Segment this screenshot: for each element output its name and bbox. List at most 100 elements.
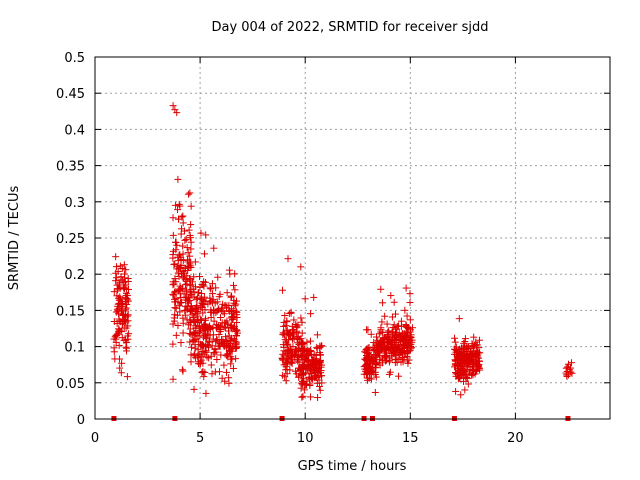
data-point (213, 307, 221, 315)
data-point (187, 263, 195, 271)
data-point (203, 353, 211, 361)
data-point (122, 266, 130, 274)
data-point (393, 332, 401, 340)
data-point (187, 358, 195, 366)
data-point (568, 369, 576, 377)
data-point (176, 202, 184, 210)
data-point (208, 299, 216, 307)
data-point (171, 260, 179, 268)
data-point (402, 332, 410, 340)
data-point (397, 335, 405, 343)
data-point (279, 331, 287, 339)
data-point (170, 247, 178, 255)
data-point (177, 339, 185, 347)
data-point (279, 355, 287, 363)
data-point (233, 318, 241, 326)
data-point (169, 320, 177, 328)
data-point (292, 346, 300, 354)
data-point (408, 324, 416, 332)
data-point (220, 310, 228, 318)
data-point (459, 346, 467, 354)
data-point (206, 325, 214, 333)
data-point (285, 346, 293, 354)
data-point (174, 269, 182, 277)
data-point (461, 335, 469, 343)
data-point (182, 281, 190, 289)
data-point (457, 344, 465, 352)
data-point (191, 283, 199, 291)
data-point (200, 321, 208, 329)
data-point (213, 336, 221, 344)
data-point (191, 304, 199, 312)
data-point (183, 287, 191, 295)
data-point (383, 320, 391, 328)
data-point (462, 366, 470, 374)
data-point (399, 358, 407, 366)
data-point (227, 293, 235, 301)
y-tick-label: 0.5 (64, 51, 85, 66)
data-point (289, 342, 297, 350)
data-point (305, 356, 313, 364)
data-point (474, 353, 482, 361)
data-point (403, 356, 411, 364)
data-point (379, 299, 387, 307)
data-point (115, 281, 123, 289)
data-point (474, 354, 482, 362)
data-point (394, 322, 402, 330)
data-point (228, 292, 236, 300)
data-point (232, 355, 240, 363)
data-point (199, 368, 207, 376)
y-tick-label: 0.2 (64, 268, 85, 283)
data-point (187, 245, 195, 253)
data-point (219, 337, 227, 345)
data-point (284, 336, 292, 344)
data-point (400, 347, 408, 355)
data-point (171, 275, 179, 283)
data-point (208, 280, 216, 288)
data-point (222, 344, 230, 352)
data-point (406, 316, 414, 324)
y-tick-label: 0.05 (56, 377, 85, 392)
data-point (402, 322, 410, 330)
data-point (171, 298, 179, 306)
data-point (294, 353, 302, 361)
data-point (112, 277, 120, 285)
data-point (306, 337, 314, 345)
data-point (118, 359, 126, 367)
data-point (171, 311, 179, 319)
data-point (298, 318, 306, 326)
data-point (282, 363, 290, 371)
data-point (299, 340, 307, 348)
data-point (385, 336, 393, 344)
data-point (282, 322, 290, 330)
data-point (186, 325, 194, 333)
data-point (279, 286, 287, 294)
data-point (307, 369, 315, 377)
data-point (304, 350, 312, 358)
data-point (396, 336, 404, 344)
data-point (473, 341, 481, 349)
data-point (295, 358, 303, 366)
data-point (367, 375, 375, 383)
data-point (117, 295, 125, 303)
data-point (229, 364, 237, 372)
data-point (365, 353, 373, 361)
data-point (562, 364, 570, 372)
data-point (174, 206, 182, 214)
data-point (169, 281, 177, 289)
data-point (455, 315, 463, 323)
data-point (399, 344, 407, 352)
data-point (185, 297, 193, 305)
data-point (308, 374, 316, 382)
data-point (298, 338, 306, 346)
data-point (452, 387, 460, 395)
data-point (184, 256, 192, 264)
data-point (385, 358, 393, 366)
data-point (202, 231, 210, 239)
data-point (116, 284, 124, 292)
x-axis-label: GPS time / hours (298, 459, 407, 474)
data-point (290, 316, 298, 324)
data-point (464, 360, 472, 368)
data-point (220, 323, 228, 331)
x-tick-label: 10 (297, 431, 314, 446)
